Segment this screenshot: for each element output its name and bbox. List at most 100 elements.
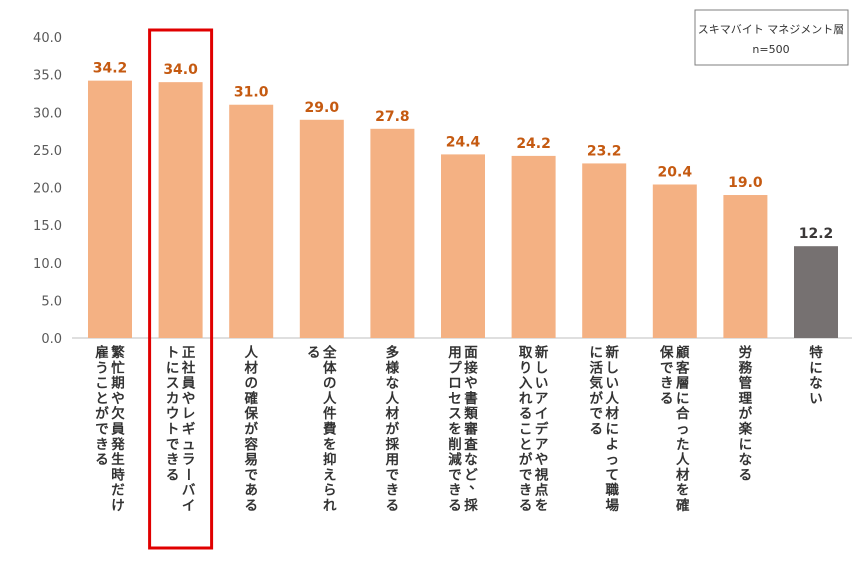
category-label-char: う: [95, 360, 109, 376]
category-label-char: し: [605, 360, 619, 376]
category-label-char: 用: [386, 452, 400, 468]
y-tick-label: 30.0: [33, 106, 62, 121]
category-label-char: 様: [386, 359, 400, 376]
category-label-char: 繁: [110, 344, 125, 361]
category-label-char: カ: [166, 391, 180, 407]
category-label-char: る: [386, 498, 400, 514]
category-label-char: き: [95, 437, 109, 453]
category-label-char: て: [605, 467, 619, 483]
category-label-char: 視: [534, 466, 549, 483]
category-label-char: 人: [386, 391, 400, 407]
category-label-char: 社: [181, 359, 196, 376]
category-label-char: イ: [535, 406, 549, 422]
category-label-char: で: [589, 406, 603, 422]
category-label-char: き: [660, 376, 674, 392]
y-tick-label: 0.0: [41, 332, 62, 347]
category-label-char: が: [95, 405, 109, 422]
category-label-char: る: [307, 345, 321, 361]
category-label-char: 費: [323, 421, 337, 438]
category-label-char: レ: [182, 406, 196, 422]
category-labels: 繁忙期や欠員発生時だけ雇うことができる正社員やレギュラーバイトにスカウトできる人…: [95, 344, 823, 514]
category-label-char: ら: [323, 483, 337, 499]
category-label-char: 書: [464, 390, 478, 407]
category-label-char: え: [323, 467, 337, 483]
category-label-char: 欠: [111, 405, 125, 422]
category-label-char: い: [809, 391, 823, 407]
legend-sample-size: n=500: [752, 43, 789, 56]
category-label-char: や: [111, 391, 125, 407]
y-tick-label: 20.0: [33, 182, 62, 197]
bar: [158, 82, 203, 339]
bar: [652, 184, 697, 338]
value-label: 23.2: [587, 143, 622, 159]
category-label-char: だ: [111, 483, 125, 499]
category-label-char: を: [535, 498, 549, 514]
category-label-char: 保: [659, 344, 674, 361]
bar: [229, 104, 274, 338]
category-label-char: 審: [463, 421, 478, 438]
category-label-char: で: [166, 437, 180, 453]
category-label-char: 採: [464, 497, 478, 514]
category-label-char: 、: [469, 477, 483, 493]
category-label-char: れ: [323, 498, 337, 514]
value-labels: 34.2 34.0 31.0 29.0 27.8 24.4 24.2 23.2 20.4 19.0…: [93, 61, 834, 243]
category-label-char: 容: [243, 436, 258, 453]
category-label-char: 合: [676, 405, 690, 422]
category-label-char: 確: [244, 390, 258, 407]
category-label-char: で: [244, 467, 258, 483]
y-axis-ticks: 0.0 5.0 10.0 15.0 20.0 25.0 30.0 35.0 40.0: [33, 31, 62, 347]
category-label-char: 保: [243, 405, 258, 422]
category-label-char: 理: [739, 391, 753, 407]
category-label-char: ラ: [182, 452, 196, 468]
category-label-char: を: [676, 483, 690, 499]
category-label-char: 人: [244, 345, 258, 361]
category-label-char: 楽: [738, 421, 753, 438]
bar: [723, 195, 768, 338]
category-label-char: バ: [182, 483, 196, 499]
category-label-char: な: [386, 376, 400, 392]
category-label-char: る: [519, 406, 533, 422]
bar: [511, 155, 556, 338]
category-label-char: が: [386, 421, 400, 438]
bar: [88, 80, 132, 339]
category-label-char: 面: [464, 345, 478, 361]
bar: [582, 163, 627, 338]
category-label-char: 務: [739, 359, 753, 376]
category-label-char: こ: [95, 376, 109, 392]
category-label-char: 特: [809, 344, 823, 361]
category-label-char: の: [244, 376, 258, 392]
category-label-char: に: [589, 345, 603, 361]
category-label-char: ー: [180, 468, 196, 482]
legend: スキマバイト マネジメント層 n=500: [694, 9, 849, 66]
category-label-char: な: [809, 376, 823, 392]
category-label-char: の: [323, 376, 337, 392]
category-label-char: ギ: [182, 422, 196, 438]
value-label: 29.0: [305, 100, 340, 116]
category-label-char: た: [676, 437, 690, 453]
y-tick-label: 25.0: [33, 144, 62, 159]
category-label-char: る: [589, 422, 603, 438]
category-label-char: イ: [182, 498, 196, 514]
bar: [794, 246, 838, 338]
category-label-char: が: [589, 390, 603, 407]
category-label-char: 新: [605, 344, 619, 361]
category-label-char: 場: [605, 497, 619, 514]
category-label-char: ど: [464, 467, 478, 483]
category-label-char: き: [386, 483, 400, 499]
category-label-char: で: [386, 467, 400, 483]
category-label-char: 忙: [111, 359, 125, 376]
category-label-char: 新: [535, 344, 549, 361]
category-label-char: な: [464, 452, 478, 468]
category-label-char: で: [448, 467, 462, 483]
y-tick-label: 35.0: [33, 69, 62, 84]
y-tick-label: 15.0: [33, 219, 62, 234]
category-label-char: 接: [464, 359, 478, 376]
category-label-char: 類: [463, 406, 478, 422]
category-label-char: 期: [111, 376, 125, 392]
value-label: 20.4: [658, 164, 693, 180]
category-label-char: い: [535, 376, 549, 392]
category-label-char: こ: [519, 422, 533, 438]
category-label-char: ト: [166, 422, 180, 438]
y-tick-label: 10.0: [33, 257, 62, 272]
